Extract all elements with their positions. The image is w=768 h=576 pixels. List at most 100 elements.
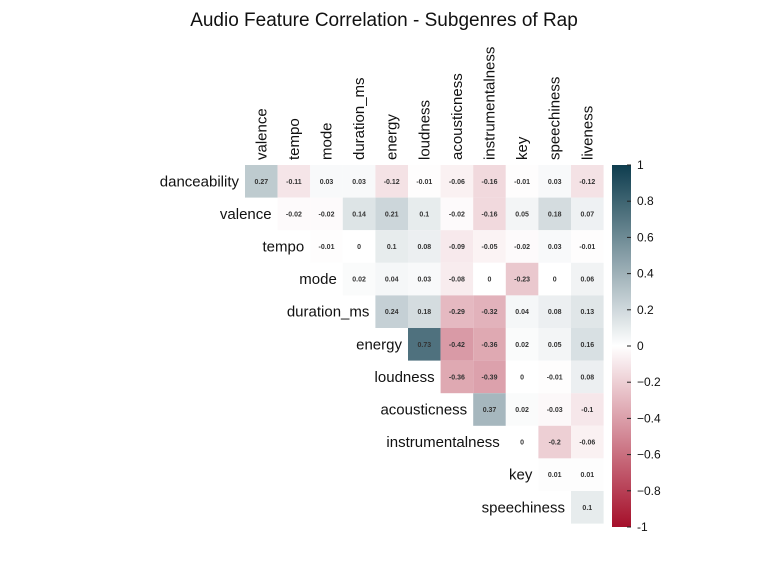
- colorbar-tick-label: −0.4: [637, 411, 661, 425]
- heatmap-cell: [473, 328, 506, 361]
- heatmap-cell: [505, 328, 539, 361]
- heatmap-cell: [505, 230, 539, 263]
- cell-value-label: -0.02: [514, 244, 530, 251]
- heatmap-cell: [342, 197, 376, 231]
- cell-value-label: -0.01: [319, 244, 335, 251]
- colorbar-tick-label: 0: [637, 339, 644, 353]
- heatmap-cell: [473, 262, 506, 296]
- heatmap-cell: [538, 295, 571, 328]
- column-label: key: [514, 136, 531, 160]
- cell-value-label: 0.24: [385, 309, 399, 316]
- cell-value-label: 0.08: [580, 374, 594, 381]
- cell-value-label: 0.1: [387, 244, 397, 251]
- cell-value-label: 0.03: [352, 179, 366, 186]
- column-label: energy: [384, 114, 401, 160]
- heatmap-cell: [571, 491, 604, 524]
- cell-value-label: -0.01: [514, 179, 530, 186]
- cell-value-label: 0.03: [548, 179, 562, 186]
- cell-value-label: 0.05: [548, 342, 562, 349]
- colorbar-tick-label: 1: [637, 158, 644, 172]
- heatmap-cell: [571, 262, 604, 296]
- cell-value-label: -0.29: [449, 309, 465, 316]
- heatmap-cell: [505, 393, 539, 426]
- cell-value-label: 0.07: [580, 211, 594, 218]
- cell-value-label: 0.03: [417, 277, 431, 284]
- heatmap-cell: [571, 425, 604, 459]
- cell-value-label: 0.1: [582, 505, 592, 512]
- heatmap-cell: [505, 165, 539, 198]
- chart-title: Audio Feature Correlation - Subgenres of…: [190, 10, 578, 31]
- colorbar-tick-label: -1: [637, 520, 648, 534]
- row-label: valence: [220, 206, 272, 223]
- heatmap-cell: [245, 165, 278, 198]
- cell-value-label: -0.02: [319, 211, 335, 218]
- cell-value-label: 0.01: [548, 472, 562, 479]
- row-label: duration_ms: [287, 304, 370, 321]
- heatmap-cells: 0.27 -0.11 0.03 0.03 -0.12 -0.01 -0.06 -0.16 -0.…: [245, 165, 604, 524]
- heatmap-cell: [375, 295, 408, 328]
- heatmap-cell: [310, 230, 343, 263]
- cell-value-label: -0.05: [482, 244, 498, 251]
- heatmap-cell: [571, 393, 604, 426]
- cell-value-label: -0.01: [579, 244, 595, 251]
- heatmap-cell: [440, 165, 474, 198]
- heatmap-cell: [408, 165, 441, 198]
- heatmap-cell: [342, 262, 376, 296]
- heatmap-cell: [571, 165, 604, 198]
- cell-value-label: 0.02: [352, 277, 366, 284]
- cell-value-label: -0.36: [449, 374, 465, 381]
- heatmap-cell: [473, 295, 506, 328]
- colorbar-gradient: [612, 165, 631, 527]
- column-label: loudness: [416, 100, 433, 160]
- heatmap-cell: [473, 197, 506, 231]
- column-label: speechiness: [547, 77, 564, 160]
- cell-value-label: 0.01: [580, 472, 594, 479]
- row-labels: danceability valence tempo mode duration_mse…: [160, 173, 565, 516]
- cell-value-label: 0.03: [548, 244, 562, 251]
- cell-value-label: -0.2: [549, 440, 561, 447]
- colorbar-tick-label: 0.2: [637, 303, 654, 317]
- cell-value-label: -0.16: [482, 211, 498, 218]
- heatmap-cell: [538, 262, 571, 296]
- column-label: liveness: [579, 106, 596, 160]
- heatmap-cell: [440, 262, 474, 296]
- heatmap-cell: [538, 360, 571, 394]
- heatmap-cell: [310, 197, 343, 231]
- heatmap-cell: [408, 262, 441, 296]
- heatmap-cell: [277, 165, 311, 198]
- heatmap-cell: [440, 295, 474, 328]
- cell-value-label: 0.18: [417, 309, 431, 316]
- heatmap-cell: [571, 295, 604, 328]
- heatmap-cell: [571, 458, 604, 491]
- heatmap-cell: [505, 425, 539, 459]
- colorbar: 1 0.8 0.6 0.4 0.2 0 −0.2 −0.4 −0.6 −0.8 -1: [612, 158, 661, 534]
- column-label: instrumentalness: [482, 47, 499, 160]
- heatmap-cell: [440, 328, 474, 361]
- heatmap-cell: [505, 360, 539, 394]
- heatmap-cell: [310, 165, 343, 198]
- cell-value-label: 0.04: [385, 277, 399, 284]
- cell-value-label: -0.09: [449, 244, 465, 251]
- heatmap-cell: [473, 393, 506, 426]
- cell-value-label: 0.08: [417, 244, 431, 251]
- cell-value-label: -0.01: [416, 179, 432, 186]
- cell-value-label: -0.32: [482, 309, 498, 316]
- cell-value-label: 0.21: [385, 211, 399, 218]
- cell-value-label: -0.11: [286, 179, 302, 186]
- colorbar-tick-label: −0.6: [637, 448, 661, 462]
- heatmap-cell: [408, 328, 441, 361]
- cell-value-label: 0: [520, 440, 524, 447]
- heatmap-cell: [440, 197, 474, 231]
- heatmap-cell: [473, 360, 506, 394]
- heatmap-cell: [505, 262, 539, 296]
- cell-value-label: 0.08: [548, 309, 562, 316]
- column-label: acousticness: [449, 73, 466, 160]
- cell-value-label: 0.1: [419, 211, 429, 218]
- cell-value-label: -0.16: [482, 179, 498, 186]
- row-label: key: [509, 467, 533, 484]
- cell-value-label: 0.13: [580, 309, 594, 316]
- cell-value-label: 0.02: [515, 407, 529, 414]
- cell-value-label: -0.06: [449, 179, 465, 186]
- cell-value-label: 0.16: [580, 342, 594, 349]
- cell-value-label: -0.1: [581, 407, 593, 414]
